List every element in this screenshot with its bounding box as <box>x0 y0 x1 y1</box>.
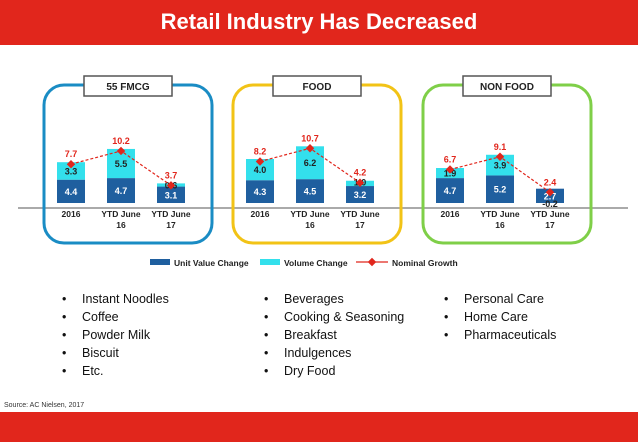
unit-value-bar <box>346 186 374 203</box>
bullet-item: • Biscuit <box>62 346 119 360</box>
unit-value-label: 4.4 <box>65 187 78 197</box>
footer-bar <box>0 412 638 442</box>
unit-value-label: 4.3 <box>254 187 267 197</box>
nominal-growth-label: 8.2 <box>254 147 267 157</box>
nominal-growth-label: 7.7 <box>65 149 78 159</box>
nominal-growth-marker <box>305 144 315 153</box>
x-tick-label: YTD June <box>101 209 140 219</box>
panel-title: FOOD <box>303 82 332 93</box>
nominal-growth-label: 9.1 <box>494 142 507 152</box>
unit-value-bar <box>486 175 514 203</box>
nominal-growth-marker <box>116 146 126 156</box>
nominal-growth-label: 10.7 <box>301 133 319 143</box>
x-tick-label: 2016 <box>251 209 270 219</box>
x-tick-label-line2: 16 <box>305 220 315 230</box>
panel-title-box <box>272 75 362 97</box>
unit-value-bar <box>296 179 324 203</box>
legend-swatch-volume <box>260 259 280 265</box>
nominal-growth-marker <box>255 157 265 166</box>
unit-value-label: 4.7 <box>115 186 128 196</box>
nominal-growth-label: 3.7 <box>165 170 178 180</box>
x-tick-label-line2: 17 <box>355 220 365 230</box>
bullet-item: • Indulgences <box>264 346 352 360</box>
volume-bar <box>486 154 514 176</box>
x-tick-label-line2: 16 <box>116 220 126 230</box>
unit-value-label: 4.7 <box>444 186 457 196</box>
nominal-growth-marker <box>445 165 455 174</box>
unit-value-label: 3.1 <box>165 190 178 200</box>
x-tick-label-line2: 17 <box>166 220 176 230</box>
bullet-item: • Etc. <box>62 364 104 378</box>
nominal-growth-marker <box>355 178 365 187</box>
nominal-growth-label: 2.4 <box>544 177 557 187</box>
x-tick-label: YTD June <box>480 209 519 219</box>
volume-label: 3.9 <box>494 161 507 171</box>
x-tick-label: YTD June <box>340 209 379 219</box>
unit-value-bar <box>57 179 85 203</box>
x-tick-label-line2: 16 <box>495 220 505 230</box>
legend-label: Nominal Growth <box>392 258 458 268</box>
bullet-item: • Powder Milk <box>62 328 151 342</box>
nominal-growth-label: 6.7 <box>444 154 457 164</box>
x-tick-label: YTD June <box>151 209 190 219</box>
bullet-item: • Cooking & Seasoning <box>264 310 405 324</box>
bullet-item: • Dry Food <box>264 364 336 378</box>
nominal-growth-marker <box>166 181 176 190</box>
volume-label: 6.2 <box>304 158 317 168</box>
volume-label: 3.3 <box>65 166 78 176</box>
nominal-growth-label: 4.2 <box>354 168 367 178</box>
x-tick-label: YTD June <box>290 209 329 219</box>
panel-title-box <box>83 75 173 97</box>
nonfood-bullets: • Personal Care • Home Care • Pharmaceutica… <box>442 290 556 344</box>
nominal-growth-marker <box>495 152 505 162</box>
bullet-item: • Instant Noodles <box>62 292 169 306</box>
volume-bar <box>57 162 85 180</box>
nominal-growth-marker <box>66 159 76 169</box>
unit-value-label: 5.2 <box>494 185 507 195</box>
panel-title: 55 FMCG <box>106 82 150 93</box>
bullet-item: • Pharmaceuticals <box>444 328 557 342</box>
page-title: Retail Industry Has Decreased <box>160 9 478 34</box>
bullet-item: • Personal Care <box>444 292 544 306</box>
legend-swatch-unit-value <box>150 259 170 265</box>
x-tick-label-line2: 17 <box>545 220 555 230</box>
panel-title: NON FOOD <box>480 82 534 93</box>
title-bar <box>0 0 638 45</box>
bullet-item: • Beverages <box>264 292 344 306</box>
unit-value-bar <box>107 178 135 203</box>
bullet-item: • Breakfast <box>264 328 337 342</box>
unit-value-bar <box>436 178 464 203</box>
food-bullets: • Beverages • Cooking & Seasoning • Breakfa… <box>262 290 404 380</box>
source-note: Source: AC Nielsen, 2017 <box>4 402 85 409</box>
bullet-item: • Coffee <box>62 310 119 324</box>
unit-value-bar <box>246 180 274 203</box>
volume-label: 5.5 <box>115 159 128 169</box>
x-tick-label: 2016 <box>62 209 81 219</box>
legend-marker-nominal <box>367 257 377 267</box>
unit-value-bar <box>157 186 185 203</box>
legend-label: Unit Value Change <box>174 258 249 268</box>
bullet-item: • Home Care <box>444 310 528 324</box>
x-tick-label: 2016 <box>441 209 460 219</box>
unit-value-label: 4.5 <box>304 187 317 197</box>
volume-label: 4.0 <box>254 165 267 175</box>
volume-bar <box>246 159 274 181</box>
unit-value-label: 3.2 <box>354 190 367 200</box>
legend-label: Volume Change <box>284 258 348 268</box>
panel-title-box <box>462 75 552 97</box>
fmcg-bullets: • Instant Noodles • Coffee • Powder Milk • B… <box>60 290 169 380</box>
x-tick-label: YTD June <box>530 209 569 219</box>
volume-label: -0.2 <box>542 199 558 209</box>
nominal-growth-label: 10.2 <box>112 136 130 146</box>
